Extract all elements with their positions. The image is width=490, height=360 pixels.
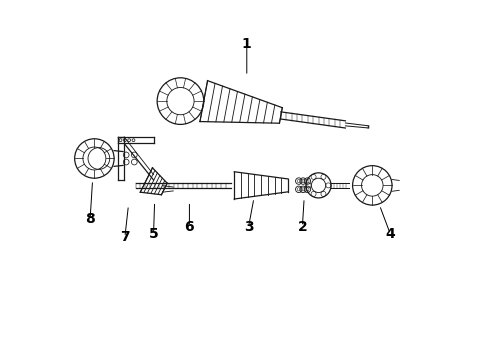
Text: 3: 3 xyxy=(244,220,253,234)
Text: 7: 7 xyxy=(120,230,130,244)
Text: 8: 8 xyxy=(85,212,95,226)
Text: 6: 6 xyxy=(185,220,194,234)
Text: 2: 2 xyxy=(297,220,307,234)
Text: 4: 4 xyxy=(385,227,395,241)
Text: 1: 1 xyxy=(242,37,252,51)
Text: 5: 5 xyxy=(148,227,158,241)
